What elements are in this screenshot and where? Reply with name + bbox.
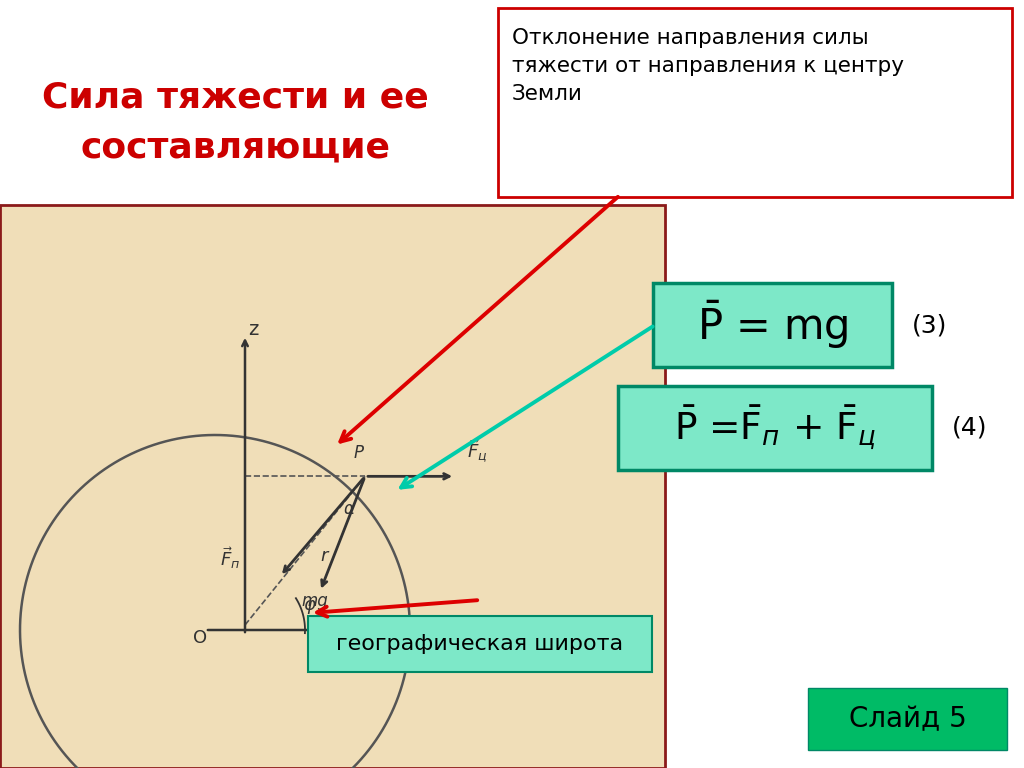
Text: $\vec{F}_п$: $\vec{F}_п$ bbox=[220, 545, 241, 571]
Text: (3): (3) bbox=[912, 313, 947, 337]
FancyBboxPatch shape bbox=[0, 205, 665, 768]
Text: P: P bbox=[353, 445, 364, 462]
Text: $\mathdefault{\bar{P}}$ = mg: $\mathdefault{\bar{P}}$ = mg bbox=[696, 299, 848, 351]
Text: $\mathdefault{\bar{P}}$ =$\mathdefault{\bar{F}}_{п}$ + $\mathdefault{\bar{F}}_{ц: $\mathdefault{\bar{P}}$ =$\mathdefault{\… bbox=[674, 404, 876, 452]
Text: географическая широта: географическая широта bbox=[337, 634, 624, 654]
Text: x: x bbox=[510, 621, 521, 640]
Text: (4): (4) bbox=[952, 416, 988, 440]
Text: $\vec{F}_ц$: $\vec{F}_ц$ bbox=[467, 438, 487, 465]
Text: φ: φ bbox=[303, 596, 314, 614]
Text: mg: mg bbox=[302, 592, 329, 611]
Text: Отклонение направления силы
тяжести от направления к центру
Земли: Отклонение направления силы тяжести от н… bbox=[512, 28, 904, 104]
Text: Слайд 5: Слайд 5 bbox=[849, 705, 967, 733]
Text: Сила тяжести и ее: Сила тяжести и ее bbox=[42, 80, 428, 114]
Text: O: O bbox=[193, 629, 207, 647]
FancyBboxPatch shape bbox=[308, 616, 652, 672]
FancyBboxPatch shape bbox=[653, 283, 892, 367]
FancyBboxPatch shape bbox=[498, 8, 1012, 197]
Text: составляющие: составляющие bbox=[80, 130, 390, 164]
FancyBboxPatch shape bbox=[808, 688, 1007, 750]
Text: α: α bbox=[343, 500, 354, 518]
Text: r: r bbox=[321, 547, 328, 564]
Text: z: z bbox=[248, 320, 258, 339]
FancyBboxPatch shape bbox=[618, 386, 932, 470]
